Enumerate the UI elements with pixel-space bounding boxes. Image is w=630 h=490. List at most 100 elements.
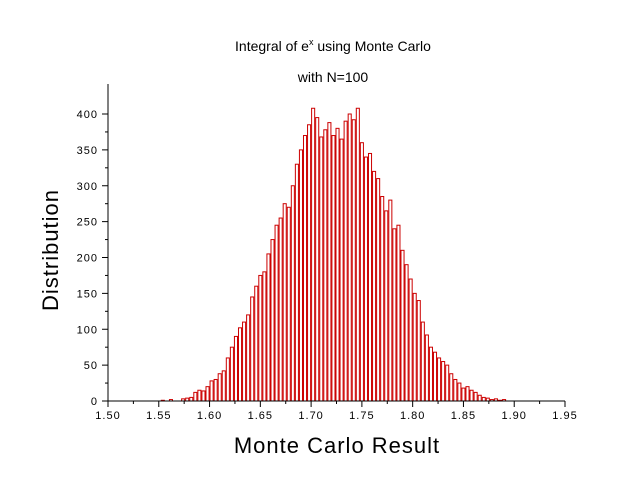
histogram-bar bbox=[481, 396, 486, 402]
histogram-bar bbox=[233, 335, 238, 402]
histogram-bar bbox=[189, 396, 194, 402]
histogram-bar bbox=[290, 185, 295, 402]
histogram-bar bbox=[246, 314, 251, 402]
x-tick-label: 1.60 bbox=[197, 410, 222, 422]
histogram-bar bbox=[351, 119, 356, 402]
y-tick-label: 50 bbox=[84, 360, 98, 372]
histogram-bar bbox=[213, 378, 218, 402]
histogram-bar bbox=[355, 107, 360, 402]
histogram-bar bbox=[416, 300, 421, 402]
histogram-bar bbox=[477, 394, 482, 402]
x-tick-label: 1.75 bbox=[349, 410, 374, 422]
histogram-bar bbox=[376, 178, 381, 402]
histogram-bar bbox=[388, 199, 393, 402]
histogram-bar bbox=[380, 196, 385, 402]
x-tick-label: 1.80 bbox=[400, 410, 425, 422]
histogram-bar bbox=[453, 378, 458, 402]
histogram-bar bbox=[242, 321, 247, 402]
histogram-bar bbox=[412, 292, 417, 402]
histogram-bar bbox=[408, 278, 413, 402]
y-tick-label: 400 bbox=[77, 109, 98, 121]
y-ticks-group: 0 50 100 150 200 250 300 350 400 bbox=[77, 109, 108, 408]
histogram-bar bbox=[262, 271, 267, 402]
histogram-bar bbox=[323, 129, 328, 402]
histogram-bar bbox=[469, 389, 474, 402]
x-tick-label: 1.95 bbox=[552, 410, 577, 422]
y-tick-label: 300 bbox=[77, 181, 98, 193]
chart-subtitle: with N=100 bbox=[297, 69, 369, 85]
x-axis-label: Monte Carlo Result bbox=[234, 433, 440, 458]
histogram-bar bbox=[221, 370, 226, 402]
histogram-bar bbox=[384, 210, 389, 402]
histogram-bar bbox=[311, 107, 316, 402]
histogram-bar bbox=[254, 285, 259, 402]
y-axis-label: Distribution bbox=[38, 189, 63, 311]
histogram-bar bbox=[315, 117, 320, 402]
bars-group bbox=[160, 107, 507, 402]
y-tick-label: 250 bbox=[77, 217, 98, 229]
histogram-bar bbox=[278, 217, 283, 402]
histogram-bar bbox=[359, 142, 364, 402]
histogram-bar bbox=[372, 170, 377, 402]
histogram-bar bbox=[209, 380, 214, 402]
x-tick-label: 1.55 bbox=[146, 410, 171, 422]
histogram-bar bbox=[396, 224, 401, 402]
x-tick-label: 1.50 bbox=[95, 410, 120, 422]
histogram-bar bbox=[331, 135, 336, 402]
histogram-bar bbox=[201, 390, 206, 402]
histogram-bar bbox=[363, 156, 368, 402]
x-tick-label: 1.85 bbox=[451, 410, 476, 422]
histogram-bar bbox=[400, 249, 405, 402]
histogram-bar bbox=[339, 138, 344, 402]
histogram-bar bbox=[428, 346, 433, 402]
histogram-bar bbox=[420, 321, 425, 402]
histogram-bar bbox=[294, 163, 299, 402]
histogram-bar bbox=[457, 382, 462, 402]
x-tick-label: 1.65 bbox=[248, 410, 273, 422]
histogram-bar bbox=[441, 361, 446, 402]
y-tick-label: 0 bbox=[91, 396, 98, 408]
x-ticks-group: 1.50 1.55 1.60 1.65 1.70 1.75 1.80 1.85 1.90 1.95 bbox=[95, 401, 577, 422]
histogram-bar bbox=[473, 391, 478, 402]
histogram-bar bbox=[270, 239, 275, 402]
x-tick-label: 1.90 bbox=[502, 410, 527, 422]
histogram-bar bbox=[424, 334, 429, 402]
histogram-bar bbox=[258, 274, 263, 402]
histogram-bar bbox=[335, 127, 340, 402]
histogram-bar bbox=[367, 152, 373, 402]
histogram-bar bbox=[465, 386, 470, 402]
histogram-bar bbox=[282, 203, 287, 402]
histogram-bar bbox=[302, 135, 308, 402]
histogram-bar bbox=[229, 346, 234, 402]
y-tick-label: 200 bbox=[77, 253, 98, 265]
histogram-bar bbox=[307, 124, 312, 402]
histogram-bar bbox=[319, 136, 324, 402]
histogram-bar bbox=[437, 357, 442, 402]
histogram-bar bbox=[286, 206, 291, 402]
histogram-bar bbox=[250, 296, 255, 402]
histogram-bar bbox=[461, 387, 466, 402]
histogram-bar bbox=[217, 373, 222, 402]
y-tick-label: 350 bbox=[77, 145, 98, 157]
histogram-bar bbox=[347, 113, 352, 402]
histogram-bar bbox=[404, 264, 409, 402]
histogram-bar bbox=[449, 373, 454, 402]
histogram-bar bbox=[298, 149, 303, 402]
histogram-bar bbox=[205, 386, 210, 402]
histogram-bar bbox=[237, 327, 243, 402]
chart-title: Integral of ex using Monte Carlo bbox=[235, 37, 431, 54]
histogram-bar bbox=[445, 364, 450, 402]
histogram-bar bbox=[392, 228, 397, 402]
histogram-bar bbox=[197, 389, 202, 402]
histogram-bar bbox=[343, 120, 348, 402]
histogram-bar bbox=[432, 351, 438, 402]
y-tick-label: 100 bbox=[77, 324, 98, 336]
y-tick-label: 150 bbox=[77, 288, 98, 300]
histogram-bar bbox=[327, 122, 332, 402]
histogram-bar bbox=[274, 224, 279, 402]
histogram-bar bbox=[266, 253, 271, 402]
histogram-bar bbox=[193, 391, 198, 402]
x-tick-label: 1.70 bbox=[298, 410, 323, 422]
histogram-bar bbox=[225, 357, 230, 402]
